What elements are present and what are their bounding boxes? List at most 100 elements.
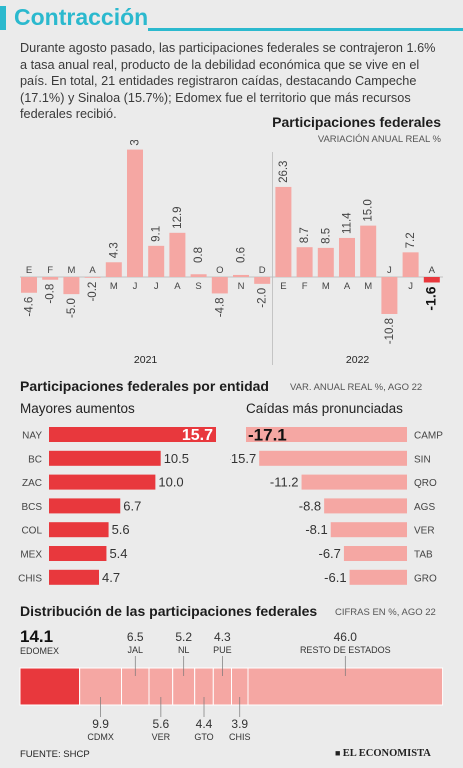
decreases-bar-chart: CAMP -17.1 SIN -15.7 QRO -11.2 AGS -8.8 VER -8.1 T… bbox=[230, 426, 443, 585]
month-label: F bbox=[47, 265, 53, 276]
increase-value-label: 10.0 bbox=[158, 475, 183, 490]
decrease-category-label: GRO bbox=[414, 573, 437, 584]
decrease-category-label: SIN bbox=[414, 454, 431, 465]
monthly-bar bbox=[148, 245, 165, 277]
title-band: Contracción bbox=[0, 0, 463, 36]
increase-bar bbox=[49, 569, 99, 585]
monthly-value-label: 15.0 bbox=[363, 199, 375, 221]
increase-bar bbox=[49, 522, 109, 538]
monthly-value-label: -2.0 bbox=[257, 288, 269, 308]
month-label: J bbox=[154, 281, 159, 292]
month-label: M bbox=[322, 281, 330, 292]
month-label: A bbox=[344, 281, 351, 292]
monthly-value-label: 7.2 bbox=[405, 232, 417, 248]
distribution-value-label: 3.9 bbox=[231, 717, 248, 731]
distribution-value-label: 4.4 bbox=[196, 717, 213, 731]
title-rule bbox=[148, 28, 463, 31]
monthly-value-label: 8.5 bbox=[320, 228, 332, 244]
source-note: FUENTE: SHCP bbox=[20, 749, 90, 760]
decrease-value-label: -8.1 bbox=[305, 522, 327, 537]
monthly-bar bbox=[127, 149, 143, 277]
distribution-value-label: 14.1 bbox=[20, 627, 53, 646]
distribution-category-label: JAL bbox=[128, 645, 144, 655]
decrease-category-label: VER bbox=[414, 526, 435, 537]
monthly-value-label: 0.6 bbox=[236, 247, 248, 263]
decrease-value-label: -15.7 bbox=[230, 451, 256, 466]
increase-bar bbox=[49, 498, 121, 514]
increase-value-label: 5.4 bbox=[109, 546, 127, 561]
distribution-value-label: 5.2 bbox=[175, 630, 192, 644]
monthly-bar bbox=[211, 277, 228, 294]
increase-value-label: 4.7 bbox=[102, 570, 120, 585]
brand-text: EL ECONOMISTA bbox=[342, 748, 431, 759]
decrease-value-label: -11.2 bbox=[270, 475, 299, 490]
monthly-bar bbox=[169, 232, 186, 277]
monthly-value-label: -0.2 bbox=[87, 282, 99, 302]
monthly-bar bbox=[63, 277, 80, 295]
decrease-bar bbox=[246, 427, 407, 442]
distribution-category-label: VER bbox=[152, 732, 171, 742]
month-label: O bbox=[216, 265, 223, 276]
month-label: A bbox=[89, 265, 96, 276]
distribution-category-label: GTO bbox=[194, 732, 213, 742]
monthly-bar bbox=[190, 274, 207, 277]
year-label: 2022 bbox=[346, 354, 370, 366]
decrease-bar bbox=[330, 522, 407, 538]
monthly-bar-chart: E -4.6 F -0.8 M -5.0 A -0.2 M 4.3 J 37.2 J 9.1 A 12.9 S 0… bbox=[20, 140, 443, 366]
increase-bar bbox=[49, 474, 156, 490]
intro-text: Durante agosto pasado, las participacion… bbox=[20, 41, 436, 121]
increase-category-label: COL bbox=[21, 526, 42, 537]
decrease-value-label: -17.1 bbox=[248, 426, 287, 445]
monthly-bar bbox=[105, 262, 122, 277]
distribution-value-label: 9.9 bbox=[92, 717, 109, 731]
monthly-value-label: -10.8 bbox=[384, 318, 396, 344]
decrease-category-label: AGS bbox=[414, 502, 435, 513]
decrease-value-label: -8.8 bbox=[299, 498, 321, 513]
monthly-value-label: 4.3 bbox=[108, 242, 120, 258]
monthly-value-label: 12.9 bbox=[172, 206, 184, 228]
decrease-bar bbox=[259, 450, 407, 466]
month-label: M bbox=[110, 281, 118, 292]
title-accent-bar bbox=[0, 6, 6, 30]
monthly-bar bbox=[42, 277, 59, 280]
decrease-category-label: CAMP bbox=[414, 431, 443, 442]
increase-bar bbox=[49, 450, 161, 466]
monthly-value-label: 0.8 bbox=[193, 247, 205, 263]
decrease-value-label: -6.1 bbox=[324, 570, 346, 585]
monthly-chart-title: Participaciones federales bbox=[272, 114, 441, 130]
month-label: J bbox=[133, 281, 138, 292]
distribution-category-label: EDOMEX bbox=[20, 646, 59, 656]
monthly-value-label: -4.6 bbox=[24, 297, 36, 317]
monthly-chart-subtitle: VARIACIÓN ANUAL REAL % bbox=[317, 134, 441, 145]
increases-heading: Mayores aumentos bbox=[20, 401, 135, 416]
distribution-value-label: 4.3 bbox=[214, 630, 231, 644]
monthly-bar bbox=[233, 274, 249, 277]
dist-chart-title: Distribución de las participaciones fede… bbox=[20, 603, 318, 619]
monthly-value-label: 11.4 bbox=[342, 212, 354, 234]
brand-logo: ■ EL ECONOMISTA bbox=[335, 748, 431, 759]
decrease-bar bbox=[324, 498, 407, 514]
year-label: 2021 bbox=[134, 354, 158, 366]
entity-chart-subtitle: VAR. ANUAL REAL %, AGO 22 bbox=[290, 382, 423, 393]
month-label: J bbox=[408, 281, 413, 292]
increase-value-label: 5.6 bbox=[112, 522, 130, 537]
distribution-category-label: PUE bbox=[213, 645, 232, 655]
monthly-bar bbox=[317, 247, 334, 277]
month-label: J bbox=[387, 265, 392, 276]
month-label: E bbox=[280, 281, 286, 292]
monthly-value-label: -0.8 bbox=[45, 284, 57, 304]
month-label: M bbox=[67, 265, 75, 276]
monthly-value-label: 37.2 bbox=[130, 140, 142, 146]
monthly-bar bbox=[84, 277, 101, 278]
increase-value-label: 6.7 bbox=[123, 498, 141, 513]
increase-category-label: NAY bbox=[22, 431, 42, 442]
increase-value-label: 10.5 bbox=[164, 451, 189, 466]
monthly-value-label: -5.0 bbox=[66, 298, 78, 318]
decrease-value-label: -6.7 bbox=[319, 546, 341, 561]
month-label: A bbox=[174, 281, 181, 292]
monthly-bar bbox=[423, 277, 440, 283]
month-label: D bbox=[259, 265, 266, 276]
increases-bar-chart: NAY 15.7 BC 10.5 ZAC 10.0 BCS 6.7 COL 5.6 MEX 5.4 CH… bbox=[18, 427, 216, 585]
monthly-value-label: 9.1 bbox=[151, 226, 163, 242]
distribution-value-label: 6.5 bbox=[127, 630, 144, 644]
